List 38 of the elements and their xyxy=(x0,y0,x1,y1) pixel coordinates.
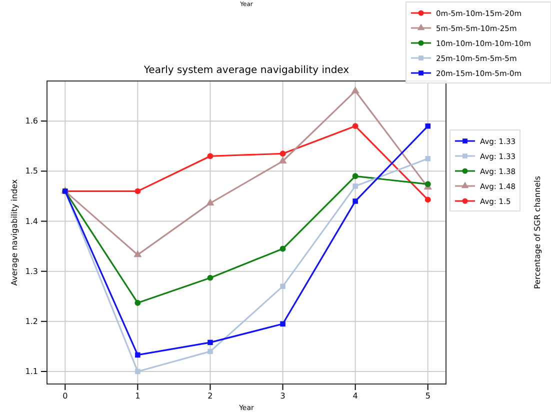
x-tick-label: 2 xyxy=(208,392,213,401)
chart-title: Yearly system average navigability index xyxy=(142,65,350,76)
y-tick-label: 1.1 xyxy=(25,367,38,376)
point xyxy=(208,340,213,346)
y-tick-label: 1.5 xyxy=(25,166,38,176)
point xyxy=(351,86,360,94)
point xyxy=(135,368,140,374)
point xyxy=(280,321,286,327)
point xyxy=(134,250,142,258)
point xyxy=(278,156,287,164)
point xyxy=(207,153,214,160)
y-tick-label: 1.4 xyxy=(25,216,38,226)
y-axis-title: Average navigability index xyxy=(10,179,19,286)
point xyxy=(134,188,141,194)
point xyxy=(280,150,286,157)
point xyxy=(352,184,358,189)
point xyxy=(352,123,358,130)
point xyxy=(207,274,214,281)
point xyxy=(425,156,431,162)
y-tick-label: 1.2 xyxy=(25,316,38,326)
y-tick-label: 1.3 xyxy=(25,266,38,276)
point xyxy=(280,246,286,252)
x-tick-label: 4 xyxy=(352,392,358,401)
point xyxy=(208,348,213,354)
point xyxy=(352,173,358,180)
x-tick-label: 3 xyxy=(280,392,286,401)
point xyxy=(352,198,358,204)
x-tick-label: 1 xyxy=(135,392,140,401)
point xyxy=(134,300,141,306)
x-tick-label: 0 xyxy=(62,392,68,401)
point xyxy=(206,198,214,206)
text: Percentage of SGR channels xyxy=(533,176,542,290)
y-tick-label: 1.6 xyxy=(25,116,38,126)
point xyxy=(425,123,431,129)
point xyxy=(424,196,431,203)
point xyxy=(135,352,140,358)
x-tick-label: 5 xyxy=(425,392,430,401)
point xyxy=(280,284,286,289)
